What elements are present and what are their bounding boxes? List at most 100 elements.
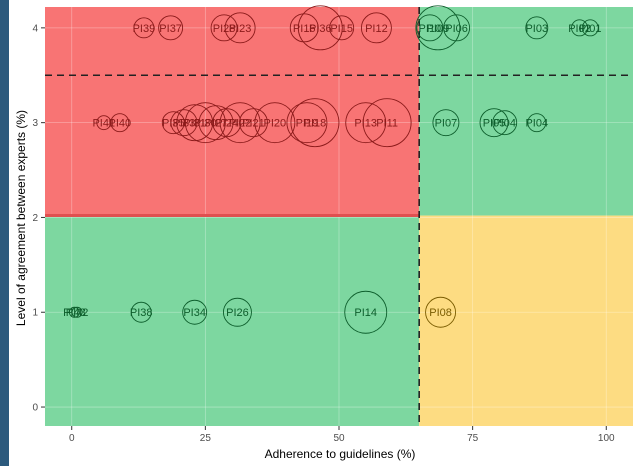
point-circle: [329, 15, 355, 41]
data-point: PI01: [579, 19, 602, 37]
data-point: PI34: [182, 299, 208, 325]
data-point: PI24: [212, 108, 242, 138]
point-circle: [415, 5, 461, 51]
region-bottom-left: [45, 215, 420, 426]
point-circle: [224, 12, 256, 44]
data-point: PI21: [239, 108, 268, 138]
data-point: PI04: [525, 113, 548, 133]
point-label: PI06: [445, 23, 468, 35]
data-point: PI13: [345, 102, 387, 144]
point-label: PI35: [162, 118, 185, 130]
data-point: PI10: [416, 14, 444, 42]
point-circle: [290, 98, 340, 148]
reference-lines: [45, 7, 633, 426]
data-point: PI04: [492, 110, 518, 136]
data-point: PI37: [158, 15, 184, 41]
point-label: PI26: [226, 307, 249, 319]
point-circle: [443, 14, 471, 42]
point-label: PI31: [183, 118, 206, 130]
data-point: PI06: [443, 14, 471, 42]
point-label: PI20: [264, 118, 287, 130]
point-circle: [68, 306, 80, 318]
data-point: PI38: [130, 301, 153, 323]
point-circle: [286, 102, 328, 144]
point-circle: [158, 15, 184, 41]
x-tick-label: 100: [598, 433, 615, 444]
point-label: PI28: [213, 23, 236, 35]
data-point: PI23: [224, 12, 256, 44]
point-circle: [133, 17, 155, 39]
x-tick-label: 75: [467, 433, 479, 444]
data-point: PI02: [568, 19, 591, 37]
point-circle: [289, 13, 319, 43]
data-point: PI39: [133, 17, 156, 39]
data-point: PI09: [415, 5, 461, 51]
axes: 0 25 50 75 100 0 1 2 3 4: [32, 23, 615, 444]
data-point: PI14: [344, 290, 388, 334]
chart-frame: PI39 PI37 PI28 PI23 PI16 PI36 PI15 PI12 PI10 PI09…: [9, 0, 633, 466]
data-point: PI20: [254, 102, 296, 144]
point-circle: [571, 19, 588, 37]
point-label: PI12: [365, 23, 388, 35]
point-circle: [416, 14, 444, 42]
x-axis-title: Adherence to guidelines (%): [265, 447, 416, 461]
point-label: PI09: [427, 23, 450, 35]
point-circle: [182, 299, 208, 325]
point-circle: [432, 109, 460, 137]
x-tick-label: 0: [69, 433, 75, 444]
y-axis-title: Level of agreement between experts (%): [14, 110, 28, 326]
point-circle: [297, 5, 343, 51]
point-circle: [212, 108, 242, 138]
point-label: PI14: [354, 307, 377, 319]
point-circle: [345, 102, 387, 144]
y-tick-label: 4: [32, 23, 38, 34]
data-point: PI22: [219, 102, 261, 144]
point-circle: [210, 14, 238, 42]
point-label: PI39: [133, 23, 156, 35]
data-point: PI27: [198, 105, 234, 141]
data-point: PI12: [360, 12, 392, 44]
point-label: PI34: [183, 307, 206, 319]
point-label: PI15: [330, 23, 353, 35]
data-point: PI11: [362, 98, 412, 148]
point-label: PI21: [242, 118, 265, 130]
point-circle: [130, 301, 152, 323]
data-point: PI42: [66, 306, 88, 319]
point-label: PI40: [109, 118, 132, 130]
point-circle: [219, 102, 261, 144]
data-point: PI18: [290, 98, 340, 148]
point-label: PI05: [483, 118, 506, 130]
point-label: PI41: [92, 118, 115, 130]
point-label: PI16: [293, 23, 316, 35]
y-tick-label: 1: [32, 308, 38, 319]
x-tick-label: 25: [200, 433, 212, 444]
data-point: PI35: [161, 111, 185, 135]
data-point: PI07: [432, 109, 460, 137]
data-point: PI05: [479, 108, 509, 138]
point-circle: [362, 98, 412, 148]
y-tick-label: 2: [32, 213, 38, 224]
point-circle: [479, 108, 509, 138]
quadrant-regions: [45, 7, 633, 426]
x-tick-label: 50: [333, 433, 345, 444]
point-label: PI33: [173, 118, 196, 130]
point-label: PI18: [304, 118, 327, 130]
point-label: PI07: [435, 118, 458, 130]
point-label: PI08: [429, 307, 452, 319]
data-point: PI40: [109, 113, 132, 133]
y-tick-label: 3: [32, 118, 38, 129]
data-point: PI15: [329, 15, 355, 41]
data-point: PI36: [297, 5, 343, 51]
point-circle: [425, 296, 457, 328]
point-label: PI04: [525, 118, 548, 130]
point-circle: [184, 102, 226, 144]
point-circle: [525, 16, 549, 40]
data-point: PI08: [425, 296, 457, 328]
point-circle: [527, 113, 547, 133]
point-circle: [360, 12, 392, 44]
data-point: PI19: [286, 102, 328, 144]
point-label: PI04: [493, 118, 516, 130]
point-label: PI02: [568, 23, 591, 35]
point-label: PI36: [309, 23, 332, 35]
